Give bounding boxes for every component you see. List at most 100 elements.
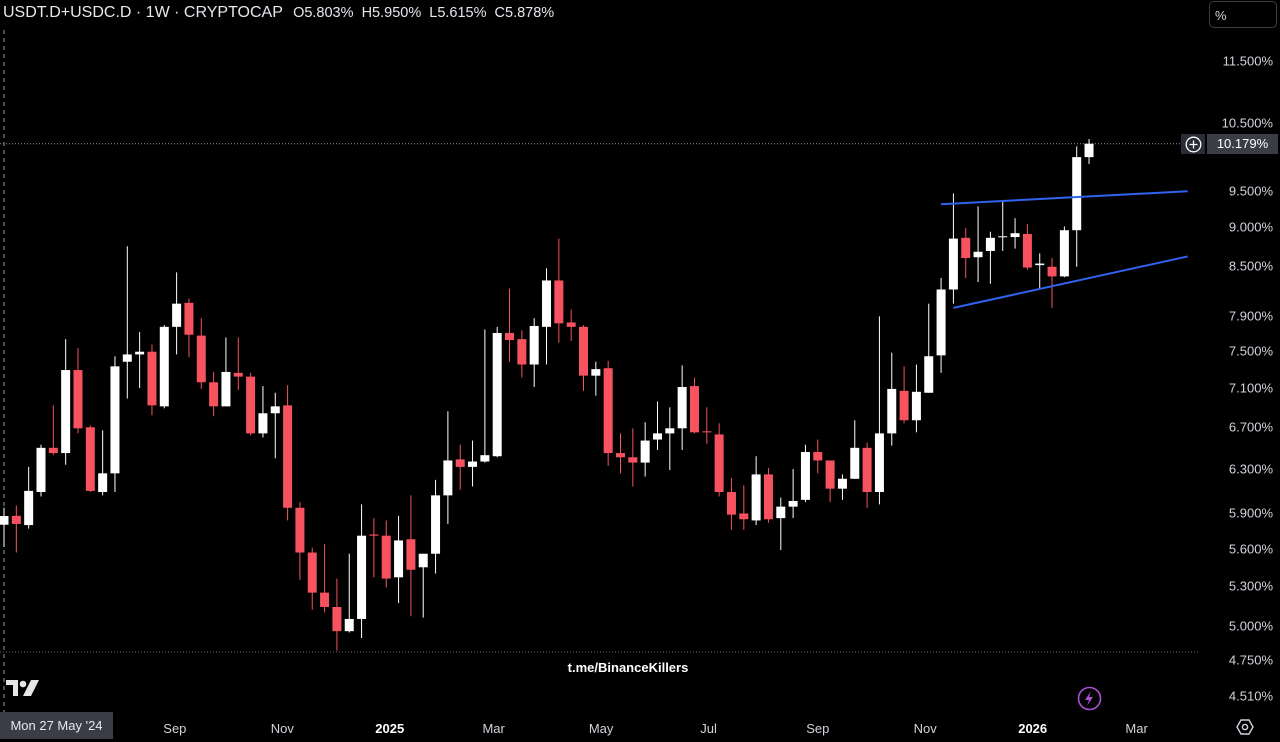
candle-51[interactable] [616,433,625,474]
candle-76[interactable] [924,303,934,393]
gear-icon[interactable] [1236,718,1254,741]
candle-73[interactable] [887,352,897,446]
candle-8[interactable] [85,425,95,493]
candle-67[interactable] [813,439,823,474]
candle-75[interactable] [911,364,921,433]
candle-25[interactable] [295,502,305,580]
candle-83[interactable] [1010,218,1020,249]
candle-29[interactable] [344,553,354,633]
candle-17[interactable] [196,318,206,389]
candle-21[interactable] [246,372,256,436]
symbol-title[interactable]: USDT.D+USDC.D · 1W · CRYPTOCAP [3,4,283,21]
candle-89[interactable] [1084,139,1094,164]
candle-54[interactable] [652,401,662,450]
candle-77[interactable] [936,278,946,373]
candle-19[interactable] [221,337,231,407]
unit-selector[interactable]: % [1209,1,1277,28]
candle-2[interactable] [11,505,21,553]
candle-72[interactable] [874,316,884,505]
trendline-2[interactable] [953,255,1188,309]
candle-11[interactable] [122,246,132,399]
lightning-icon[interactable] [1077,686,1102,716]
candle-36[interactable] [431,479,441,574]
candle-45[interactable] [542,268,552,365]
candle-35[interactable] [418,553,428,618]
candle-63[interactable] [763,467,773,523]
candle-50[interactable] [603,360,613,466]
candle-82[interactable] [998,199,1008,251]
candle-74[interactable] [899,366,909,424]
candle-6[interactable] [61,339,71,465]
candle-26[interactable] [307,547,317,610]
candle-53[interactable] [640,422,650,477]
candle-32[interactable] [381,520,391,588]
candle-30[interactable] [357,504,367,639]
candle-9[interactable] [98,430,108,496]
time-tick-label: 2026 [1018,721,1048,736]
candle-46[interactable] [554,238,564,343]
candle-49[interactable] [591,361,601,396]
candle-5[interactable] [48,405,58,456]
candle-58[interactable] [702,407,712,444]
candle-33[interactable] [394,515,404,604]
candle-81[interactable] [985,231,995,284]
candle-86[interactable] [1047,258,1057,308]
candle-23[interactable] [270,392,280,459]
candle-41[interactable] [492,326,502,458]
add-alert-button[interactable] [1181,134,1205,154]
candle-27[interactable] [320,544,330,613]
candle-37[interactable] [443,411,453,524]
candle-42[interactable] [505,288,515,362]
candle-15[interactable] [172,272,182,355]
tradingview-logo-icon[interactable] [6,679,40,702]
candle-59[interactable] [714,423,724,497]
trendline-1[interactable] [941,190,1188,206]
candle-56[interactable] [677,365,687,450]
candle-39[interactable] [468,440,478,487]
candle-71[interactable] [862,442,872,508]
candle-69[interactable] [837,474,847,500]
candle-14[interactable] [159,325,169,409]
candle-47[interactable] [566,309,576,341]
candle-40[interactable] [480,329,490,463]
candle-84[interactable] [1022,224,1032,270]
candle-65[interactable] [788,469,798,519]
candle-10[interactable] [110,356,120,493]
candle-13[interactable] [147,344,157,416]
candle-20[interactable] [233,337,243,390]
candle-12[interactable] [135,332,145,388]
candle-68[interactable] [825,460,835,503]
candle-66[interactable] [800,444,810,503]
candle-52[interactable] [628,428,638,487]
candle-64[interactable] [776,497,786,551]
candle-87[interactable] [1059,226,1069,278]
candle-61[interactable] [739,485,749,530]
candle-4[interactable] [36,444,46,497]
candle-78[interactable] [948,193,958,304]
candle-7[interactable] [73,348,83,434]
candle-48[interactable] [579,325,589,391]
candle-18[interactable] [209,371,219,417]
candle-34[interactable] [406,495,416,617]
candle-85[interactable] [1035,253,1045,290]
candle-57[interactable] [689,377,699,434]
candle-88[interactable] [1072,146,1082,267]
candle-31[interactable] [369,518,379,578]
candle-79[interactable] [961,227,971,279]
candle-70[interactable] [850,420,860,479]
candle-44[interactable] [529,318,539,388]
candle-16[interactable] [184,298,194,358]
candle-24[interactable] [283,385,293,521]
candle-38[interactable] [455,444,465,490]
candle-28[interactable] [332,578,342,651]
candle-3[interactable] [24,466,34,529]
candle-55[interactable] [665,407,675,471]
candle-60[interactable] [726,477,736,530]
watermark-text: t.me/BinanceKillers [567,660,689,675]
candle-1[interactable] [0,507,9,548]
candle-62[interactable] [751,456,761,526]
candle-22[interactable] [258,386,268,438]
candle-80[interactable] [973,206,983,283]
candle-43[interactable] [517,330,527,378]
